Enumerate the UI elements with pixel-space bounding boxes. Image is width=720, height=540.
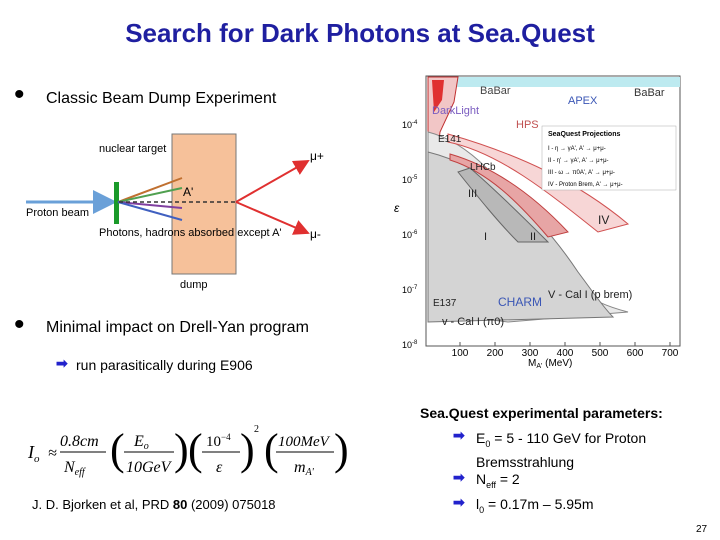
label-darklight: DarkLight [432, 105, 479, 117]
target-bar [114, 182, 119, 224]
bullet-dot-2: • [14, 308, 25, 341]
params-title: Sea.Quest experimental parameters: [420, 405, 663, 421]
svg-text:10−4: 10−4 [206, 432, 231, 450]
shower-ray [117, 187, 183, 203]
arrow-icon: ➡ [453, 469, 465, 485]
x-tick-label: 500 [592, 348, 609, 359]
svg-text:(: ( [110, 425, 125, 474]
label-hps: HPS [516, 119, 539, 131]
svg-text:0.8cm: 0.8cm [60, 433, 99, 450]
chart-legend: SeaQuest Projections I - η → γA', A' → μ… [541, 125, 677, 191]
x-axis-label: MA' (MeV) [528, 358, 572, 370]
beam-dump-diagram: nuclear target Proton beam Photons, hadr… [26, 133, 324, 291]
x-tick-label: 600 [627, 348, 644, 359]
y-tick-label: 10-6 [402, 230, 418, 240]
reference-citation: J. D. Bjorken et al, PRD 80 (2009) 07501… [32, 497, 276, 512]
label-apex: APEX [568, 95, 598, 107]
svg-text:): ) [334, 425, 349, 474]
legend-entry: III - ω → π0A', A' → μ+μ- [548, 170, 615, 176]
region-babar-top [432, 80, 444, 112]
legend-entry: IV - Proton Brem, A' → μ+μ- [548, 182, 623, 188]
region-iii-fill [449, 153, 569, 238]
dark-photon-exclusion-chart: BaBar APEX BaBar DarkLight HPS E141 LHCb… [394, 75, 681, 370]
sub-bullet-text: run parasitically during E906 [76, 357, 253, 373]
x-tick-label: 100 [452, 348, 469, 359]
bullet-1-text: Classic Beam Dump Experiment [46, 90, 277, 107]
param-l0: l0 = 0.17m – 5.95m [476, 496, 594, 515]
formula: Io ≈ 0.8cm Neff ( Eo 10GeV ) ( 10−4 ε ) … [27, 424, 349, 478]
arrow-icon: ➡ [453, 494, 465, 510]
y-tick-label: 10-5 [402, 175, 418, 185]
label-region-i: I [484, 231, 487, 243]
label-region-iv: IV [598, 213, 609, 227]
y-tick-label: 10-7 [402, 285, 418, 295]
mu-plus-track [235, 160, 310, 203]
x-tick-label: 700 [662, 348, 679, 359]
proton-beam-label: Proton beam [26, 207, 89, 219]
shower-ray [117, 201, 183, 221]
label-region-iii: III [468, 188, 477, 200]
y-tick-label: 10-4 [402, 120, 418, 130]
svg-text:10GeV: 10GeV [126, 459, 173, 476]
legend-entry: II - η' → γA', A' → μ+μ- [548, 158, 609, 164]
label-charm: CHARM [498, 295, 542, 309]
svg-text:(: ( [264, 425, 279, 474]
mu-plus-label: μ+ [310, 149, 324, 163]
param-neff: Neff = 2 [476, 471, 520, 490]
arrow-icon: ➡ [56, 355, 68, 371]
svg-text:mA': mA' [294, 459, 315, 478]
x-tick-label: 300 [522, 348, 539, 359]
shower-ray [117, 177, 183, 203]
slide-title: Search for Dark Photons at Sea.Quest [125, 18, 595, 48]
label-lhcb: LHCb [470, 162, 496, 173]
svg-text:): ) [174, 425, 189, 474]
svg-text:): ) [240, 425, 255, 474]
x-axis-ticks: 100 200 300 400 500 600 700 [452, 342, 679, 359]
y-axis-label: ε [394, 201, 400, 215]
y-tick-label: 10-8 [402, 340, 418, 350]
a-prime-label: A' [183, 185, 193, 199]
label-e141: E141 [438, 134, 462, 145]
label-babar-right: BaBar [634, 87, 665, 99]
mu-minus-label: μ- [310, 227, 321, 241]
svg-text:100MeV: 100MeV [278, 434, 331, 450]
region-i-fill [457, 167, 550, 243]
svg-text:(: ( [188, 425, 203, 474]
dump-label: dump [180, 279, 208, 291]
nuclear-target-label: nuclear target [99, 143, 166, 155]
label-e137: E137 [433, 298, 457, 309]
svg-text:Io: Io [27, 442, 40, 465]
region-top-fill [428, 77, 680, 87]
legend-entry: I - η → γA', A' → μ+μ- [548, 146, 606, 152]
x-tick-label: 200 [487, 348, 504, 359]
mu-minus-track [235, 201, 310, 235]
x-tick-label: 400 [557, 348, 574, 359]
svg-text:ε: ε [216, 459, 223, 476]
svg-text:Neff: Neff [63, 459, 86, 478]
bullet-2-text: Minimal impact on Drell-Yan program [46, 319, 309, 336]
bullet-dot-1: • [14, 78, 25, 111]
label-v-cal-pbrem: V - Cal I (p brem) [548, 289, 632, 301]
param-energy: E0 = 5 - 110 GeV for Proton Bremsstrahlu… [476, 430, 647, 470]
page-number: 27 [696, 524, 708, 535]
region-iv-fill [447, 133, 630, 233]
svg-text:≈: ≈ [48, 445, 57, 462]
arrow-icon: ➡ [453, 427, 465, 443]
svg-text:2: 2 [254, 424, 259, 435]
label-babar: BaBar [480, 85, 511, 97]
y-axis-ticks: 10-4 10-5 10-6 10-7 10-8 [402, 120, 418, 350]
dump-block [171, 133, 237, 275]
shower-ray [117, 201, 183, 209]
label-v-cal-pi0: v - Cal I (π0) [442, 316, 504, 328]
svg-text:Eo: Eo [133, 433, 149, 452]
label-region-ii: II [530, 231, 536, 243]
legend-title: SeaQuest Projections [548, 131, 620, 138]
photons-label: Photons, hadrons absorbed except A' [99, 227, 282, 239]
